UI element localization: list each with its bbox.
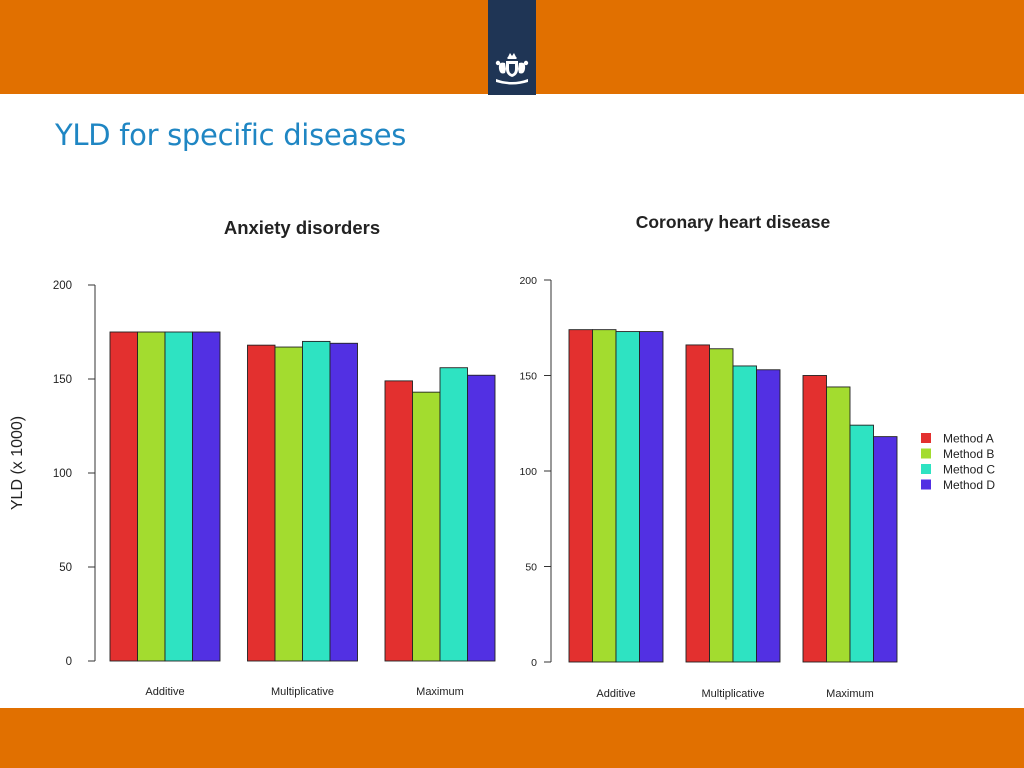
- x-category-label: Multiplicative: [702, 688, 765, 700]
- legend-label: Method A: [943, 432, 994, 446]
- y-axis-label: YLD (x 1000): [9, 416, 26, 510]
- bar-method-d-maximum: [873, 436, 898, 663]
- bar-method-d-multiplicative: [756, 369, 781, 663]
- bar-method-c-additive: [164, 331, 193, 662]
- y-tick-label: 0: [531, 657, 537, 669]
- y-tick-label: 100: [53, 468, 72, 480]
- y-tick-label: 200: [519, 275, 537, 287]
- y-tick-label: 50: [59, 562, 72, 574]
- y-tick-label: 50: [525, 562, 537, 574]
- logo-block: [488, 0, 536, 95]
- legend-label: Method C: [943, 463, 995, 477]
- y-axis: 0 50 100 150 200: [53, 280, 96, 668]
- bar-method-b-additive: [592, 329, 617, 663]
- bar-method-b-multiplicative: [274, 346, 303, 662]
- slide-title: YLD for specific diseases: [55, 118, 407, 152]
- bar-method-c-additive: [615, 331, 640, 663]
- y-tick-label: 100: [519, 466, 537, 478]
- bar-method-a-multiplicative: [685, 344, 710, 663]
- legend-swatch: [921, 479, 931, 490]
- y-axis: 0 50 100 150 200: [519, 275, 552, 669]
- coronary-heart-disease-chart: Coronary heart disease 0 50 100 150 200 Addit…: [519, 212, 995, 700]
- bar-method-c-multiplicative: [732, 365, 757, 663]
- bar-method-d-additive: [192, 331, 221, 662]
- bar-method-a-maximum: [384, 380, 413, 662]
- bar-method-b-maximum: [412, 391, 441, 662]
- bar-method-a-maximum: [802, 375, 827, 663]
- bar-method-a-additive: [109, 331, 138, 662]
- bar-method-d-maximum: [467, 374, 496, 662]
- bar-method-b-additive: [137, 331, 166, 662]
- bar-method-c-maximum: [439, 367, 468, 662]
- bar-method-c-multiplicative: [302, 340, 331, 662]
- bar-method-a-multiplicative: [247, 344, 276, 662]
- x-category-label: Additive: [596, 688, 635, 700]
- bar-method-b-maximum: [826, 386, 851, 663]
- y-tick-label: 150: [53, 374, 72, 386]
- bar-method-d-multiplicative: [329, 342, 358, 662]
- legend-swatch: [921, 448, 931, 459]
- legend-swatch: [921, 464, 931, 474]
- bar-method-d-additive: [639, 331, 664, 663]
- legend-label: Method B: [943, 447, 994, 461]
- bar-method-b-multiplicative: [709, 348, 734, 663]
- legend-label: Method D: [943, 478, 995, 492]
- chart-title: Coronary heart disease: [636, 212, 831, 232]
- chart-title: Anxiety disorders: [224, 217, 380, 238]
- bottom-banner: [0, 708, 1024, 768]
- bar-method-c-maximum: [849, 424, 874, 663]
- anxiety-disorders-chart: Anxiety disorders YLD (x 1000) 0 50 100 150…: [9, 217, 496, 698]
- x-category-label: Maximum: [826, 688, 874, 700]
- y-tick-label: 150: [519, 371, 537, 383]
- coat-of-arms-icon: [495, 53, 529, 85]
- x-category-label: Multiplicative: [271, 686, 334, 698]
- legend-swatch: [921, 433, 931, 443]
- x-category-label: Additive: [145, 686, 184, 698]
- y-tick-label: 200: [53, 280, 72, 292]
- x-category-label: Maximum: [416, 686, 464, 698]
- bar-method-a-additive: [568, 329, 593, 663]
- y-tick-label: 0: [66, 656, 72, 668]
